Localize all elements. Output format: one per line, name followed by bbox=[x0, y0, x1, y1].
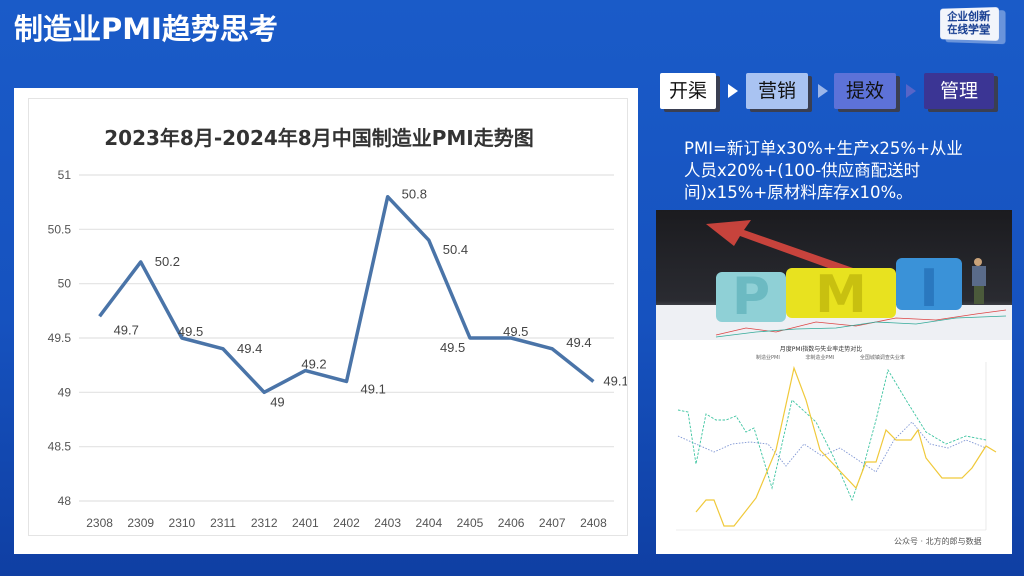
legend-non-manufacturing-pmi: 非制造业PMI bbox=[805, 355, 835, 361]
arrow-right-icon bbox=[728, 84, 738, 98]
flow-step-management: 管理 bbox=[924, 73, 994, 109]
flow-step-marketing: 营销 bbox=[746, 73, 808, 109]
chart-gridlines bbox=[79, 174, 614, 502]
svg-text:2402: 2402 bbox=[333, 516, 360, 530]
svg-text:49.4: 49.4 bbox=[237, 341, 262, 356]
pmi-formula: PMI=新订单x30%+生产x25%+从业人员x20%+(100-供应商配送时间… bbox=[684, 139, 963, 202]
svg-text:2404: 2404 bbox=[415, 516, 442, 530]
svg-text:50: 50 bbox=[58, 277, 72, 291]
pmi-unemployment-chart: 月度PMI指数与失业率走势对比 制造业PMI 非制造业PMI 全国城镇调查失业率… bbox=[656, 340, 1012, 554]
svg-text:M: M bbox=[815, 265, 867, 325]
legend-manufacturing-pmi: 制造业PMI bbox=[756, 355, 780, 361]
svg-text:2312: 2312 bbox=[251, 516, 278, 530]
svg-text:2407: 2407 bbox=[539, 516, 566, 530]
svg-text:2408: 2408 bbox=[580, 516, 607, 530]
letter-i bbox=[896, 258, 962, 310]
page-title: 制造业PMI趋势思考 bbox=[14, 12, 278, 46]
svg-text:49.5: 49.5 bbox=[48, 331, 72, 345]
arrow-right-icon bbox=[906, 84, 916, 98]
mini-chart-plot bbox=[676, 362, 997, 531]
pmi-line-chart: 2023年8月-2024年8月中国制造业PMI走势图 5150.55049.54… bbox=[48, 126, 627, 530]
legend-unemployment-rate: 全国城镇调查失业率 bbox=[859, 355, 905, 361]
letter-p bbox=[716, 272, 786, 322]
pmi-letters-illustration: P M I bbox=[656, 220, 1012, 340]
svg-text:2308: 2308 bbox=[86, 516, 113, 530]
svg-text:49.7: 49.7 bbox=[114, 322, 139, 337]
svg-text:2403: 2403 bbox=[374, 516, 401, 530]
svg-text:51: 51 bbox=[58, 168, 72, 182]
svg-text:2406: 2406 bbox=[498, 516, 525, 530]
svg-text:2401: 2401 bbox=[292, 516, 319, 530]
x-axis-ticks: 2308 2309 2310 2311 2312 2401 2402 2403 2404 2405… bbox=[86, 516, 607, 530]
svg-text:50.5: 50.5 bbox=[48, 222, 72, 236]
pmi-chart-card: 2023年8月-2024年8月中国制造业PMI走势图 51 50.5 50 49.5 4… bbox=[14, 88, 638, 554]
flow-step-channel: 开渠 bbox=[660, 73, 716, 109]
arrow-right-icon bbox=[818, 84, 828, 98]
svg-text:49: 49 bbox=[270, 394, 284, 409]
svg-text:49.4: 49.4 bbox=[566, 335, 591, 350]
svg-text:P: P bbox=[732, 267, 770, 327]
svg-text:50.4: 50.4 bbox=[443, 242, 468, 257]
mini-chart-title: 月度PMI指数与失业率走势对比 bbox=[779, 346, 863, 353]
y-axis-ticks: 51 50.5 50 49.5 49 48.5 48 bbox=[48, 168, 72, 508]
svg-text:I: I bbox=[919, 259, 938, 319]
logo-line-2: 在线学堂 bbox=[947, 22, 991, 37]
svg-text:48: 48 bbox=[58, 494, 72, 508]
svg-text:49.2: 49.2 bbox=[301, 357, 326, 372]
pmi-chart-frame: 2023年8月-2024年8月中国制造业PMI走势图 51 50.5 50 49.5 4… bbox=[28, 98, 628, 536]
watermark: 公众号 · 北方的郎与数据 bbox=[894, 537, 982, 546]
svg-text:49: 49 bbox=[58, 385, 72, 399]
svg-text:2311: 2311 bbox=[210, 516, 236, 530]
svg-text:2310: 2310 bbox=[169, 516, 196, 530]
svg-text:48.5: 48.5 bbox=[48, 440, 72, 454]
svg-text:49.5: 49.5 bbox=[178, 324, 203, 339]
chart-title: 2023年8月-2024年8月中国制造业PMI走势图 bbox=[104, 126, 533, 150]
mini-chart-legend: 制造业PMI 非制造业PMI 全国城镇调查失业率 bbox=[756, 354, 929, 361]
letter-m bbox=[786, 268, 896, 318]
svg-text:49.5: 49.5 bbox=[503, 324, 528, 339]
svg-text:2405: 2405 bbox=[457, 516, 484, 530]
svg-text:50.2: 50.2 bbox=[155, 254, 180, 269]
pmi-photo: P M I bbox=[656, 210, 1012, 340]
data-labels: 49.7 50.2 49.5 49.4 49 49.2 49.1 50.8 50.4 49.5 49… bbox=[114, 187, 627, 410]
svg-text:49.1: 49.1 bbox=[603, 373, 627, 388]
flow-step-efficiency: 提效 bbox=[834, 73, 896, 109]
logo-line-1: 企业创新 bbox=[947, 9, 991, 24]
pmi-series-line bbox=[98, 194, 595, 395]
svg-text:49.1: 49.1 bbox=[361, 381, 386, 396]
brand-logo: 企业创新 在线学堂 bbox=[940, 7, 999, 41]
svg-text:50.8: 50.8 bbox=[402, 187, 427, 202]
svg-text:49.5: 49.5 bbox=[440, 340, 465, 355]
svg-text:2309: 2309 bbox=[127, 516, 154, 530]
